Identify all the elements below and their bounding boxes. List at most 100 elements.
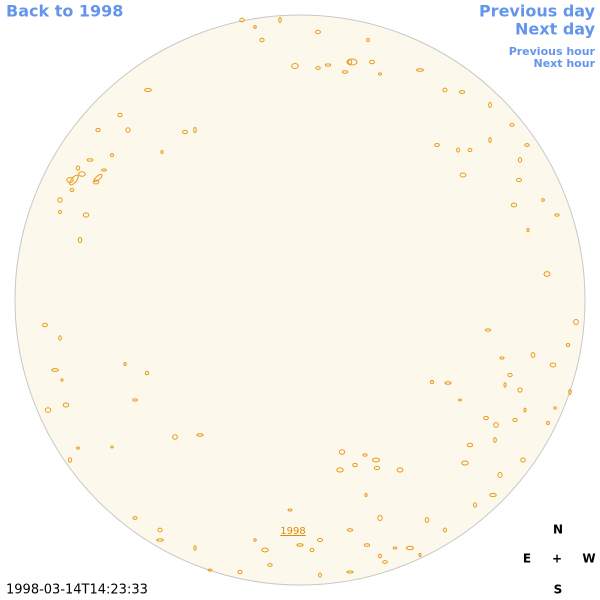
contour [523, 407, 527, 413]
contour [456, 147, 460, 153]
contour [530, 352, 536, 358]
contour [193, 545, 197, 551]
contour [503, 382, 507, 388]
disk-year-link[interactable]: 1998 [280, 526, 305, 537]
contour [315, 66, 321, 70]
contour [196, 433, 204, 437]
contour [373, 465, 381, 471]
contour [366, 37, 370, 43]
contour [382, 560, 388, 564]
contour [144, 370, 150, 376]
contour [259, 37, 265, 43]
contour [489, 492, 497, 498]
previous-hour-link[interactable]: Previous hour [509, 45, 596, 58]
contour [352, 462, 358, 468]
contour [172, 434, 178, 440]
contour [466, 442, 474, 448]
contour [392, 546, 398, 550]
contour [315, 29, 321, 35]
contour [543, 271, 551, 277]
contour [76, 446, 80, 450]
contour [418, 552, 422, 558]
contour [377, 515, 383, 521]
contour [92, 179, 100, 185]
contour [42, 322, 48, 328]
contour [568, 389, 572, 395]
compass-center: + [552, 552, 562, 566]
contour [517, 157, 523, 163]
contour [132, 516, 138, 520]
contour [69, 187, 75, 193]
previous-day-link[interactable]: Previous day [479, 2, 596, 21]
solar-disk [14, 14, 586, 586]
contour [364, 492, 368, 498]
contour [57, 197, 63, 203]
contour [123, 361, 127, 367]
contour [526, 227, 530, 233]
contour [160, 149, 164, 155]
next-hour-link[interactable]: Next hour [534, 57, 596, 70]
contour [459, 172, 467, 178]
contour [484, 328, 492, 332]
back-link[interactable]: Back to 1998 [6, 2, 123, 21]
contour [117, 112, 123, 118]
contour [554, 213, 560, 217]
contour [291, 63, 299, 69]
contour [378, 72, 382, 76]
contour [424, 517, 430, 523]
contour [253, 538, 257, 542]
contour [499, 356, 505, 360]
contour [369, 59, 375, 65]
contour [467, 147, 473, 153]
contour [493, 422, 499, 428]
contour [237, 569, 243, 575]
contour [58, 335, 62, 341]
contour [444, 381, 452, 385]
contour [553, 406, 557, 410]
contour [517, 387, 523, 393]
contour [341, 70, 349, 74]
contour [239, 17, 245, 23]
contour [67, 457, 73, 463]
contour [497, 472, 503, 478]
contour [101, 168, 107, 172]
contour [573, 319, 579, 325]
contour [338, 449, 346, 455]
contour [60, 378, 64, 382]
contour [110, 445, 114, 449]
contour [347, 59, 353, 65]
contour [546, 421, 550, 425]
contour [324, 63, 332, 67]
timestamp: 1998-03-14T14:23:33 [6, 583, 148, 598]
contour [93, 173, 103, 183]
contour [509, 123, 515, 127]
contour [336, 467, 344, 473]
contour [253, 25, 257, 29]
compass-east: E [523, 552, 531, 566]
next-day-link[interactable]: Next day [515, 20, 596, 39]
contour [416, 68, 424, 72]
contour [507, 372, 513, 378]
contour [82, 212, 90, 218]
contour [461, 460, 469, 466]
contour [261, 547, 269, 553]
compass-south: S [554, 583, 563, 597]
contour [86, 158, 94, 162]
contour [549, 362, 557, 368]
compass-north: N [553, 523, 563, 537]
contour [132, 398, 138, 402]
contour [362, 453, 368, 457]
contour [372, 457, 380, 463]
contour [278, 17, 282, 23]
contour [207, 568, 213, 572]
contour [488, 102, 492, 108]
contour [57, 209, 63, 215]
contour [346, 570, 354, 574]
contour [442, 87, 448, 93]
contour [363, 543, 371, 547]
contour [346, 58, 358, 66]
contour [472, 502, 478, 508]
contour [77, 237, 83, 243]
contour [483, 415, 489, 421]
contour [157, 527, 163, 533]
